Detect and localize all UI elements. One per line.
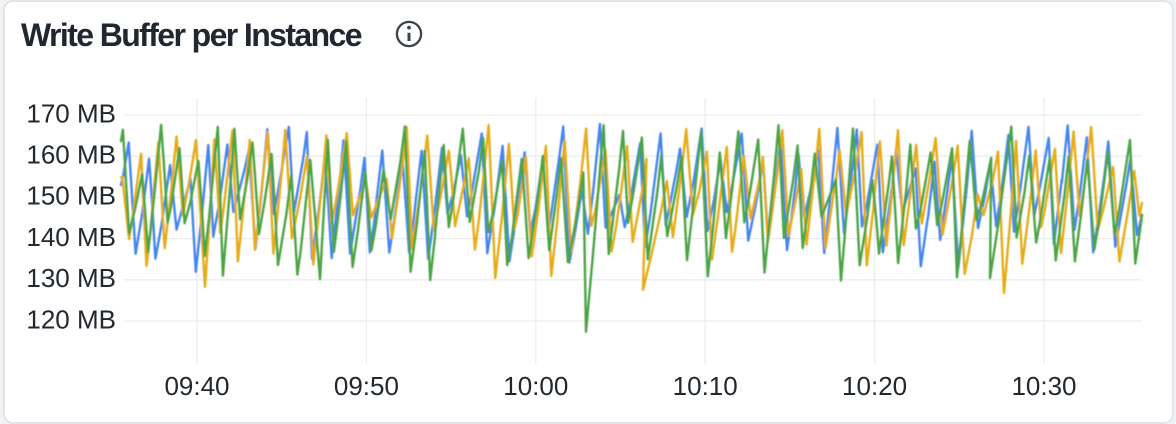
svg-text:10:20: 10:20 <box>842 371 907 401</box>
svg-text:130 MB: 130 MB <box>26 263 116 293</box>
svg-text:09:50: 09:50 <box>334 371 399 401</box>
svg-text:10:30: 10:30 <box>1011 371 1076 401</box>
svg-text:10:00: 10:00 <box>503 371 568 401</box>
svg-text:140 MB: 140 MB <box>26 222 116 252</box>
svg-text:160 MB: 160 MB <box>26 140 116 170</box>
svg-text:09:40: 09:40 <box>164 371 229 401</box>
svg-text:120 MB: 120 MB <box>26 304 116 334</box>
svg-text:10:10: 10:10 <box>673 371 738 401</box>
svg-text:150 MB: 150 MB <box>26 181 116 211</box>
svg-text:170 MB: 170 MB <box>26 98 116 128</box>
